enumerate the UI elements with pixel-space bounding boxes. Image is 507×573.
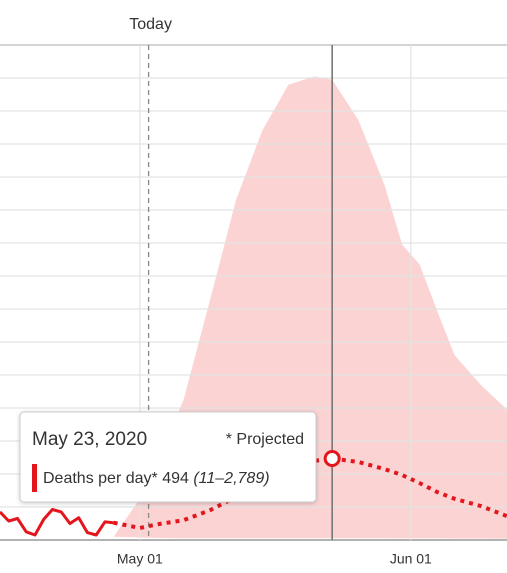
tooltip-swatch: [32, 464, 37, 492]
tooltip-range: (11–2,789): [193, 470, 269, 487]
annotation-label: Today: [129, 16, 172, 33]
hover-point: [323, 449, 341, 467]
x-tick-label: Jun 01: [390, 551, 432, 567]
observed-line: [0, 508, 114, 537]
top-layer: May 01 Jun 01 Today May 23, 2020 * Projected…: [19, 16, 432, 567]
tooltip-line: Deaths per day* 494 (11–2,789): [43, 470, 270, 487]
tooltip-series-label: Deaths per day*: [43, 470, 158, 487]
x-tick-label: May 01: [117, 551, 163, 567]
projected-line: [113, 456, 507, 530]
tooltip-date: May 23, 2020: [32, 429, 147, 450]
tooltip-box: [19, 411, 317, 503]
tooltip-value: 494: [162, 470, 189, 487]
line-layer: [0, 456, 507, 537]
grid-layer: [0, 44, 507, 541]
tooltip-note: * Projected: [226, 431, 304, 448]
